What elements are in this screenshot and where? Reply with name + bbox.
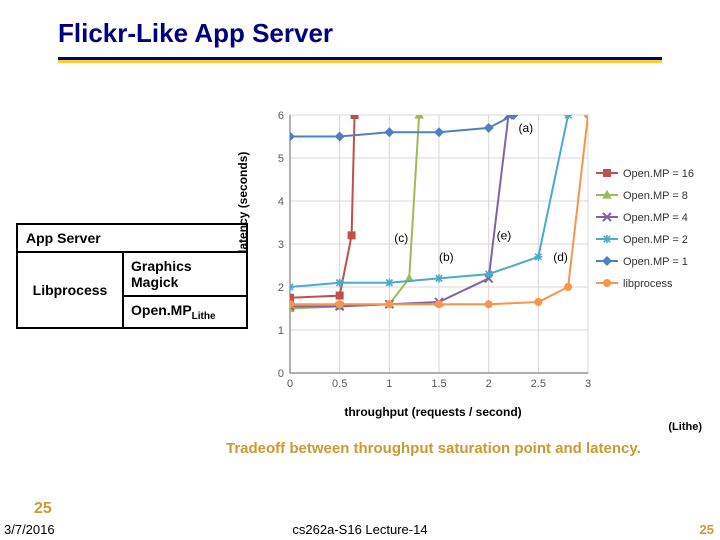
x-axis-label: throughput (requests / second) xyxy=(258,405,708,419)
svg-text:4: 4 xyxy=(278,196,284,208)
svg-text:libprocess: libprocess xyxy=(623,278,673,290)
page-number-large: 25 xyxy=(34,500,52,518)
slide-title: Flickr-Like App Server xyxy=(0,0,720,53)
table-header: App Server xyxy=(18,225,246,253)
svg-text:(a): (a) xyxy=(518,121,533,135)
svg-text:(d): (d) xyxy=(553,250,568,264)
svg-text:Open.MP = 4: Open.MP = 4 xyxy=(623,212,688,224)
svg-text:0: 0 xyxy=(278,368,284,380)
svg-text:1.5: 1.5 xyxy=(431,378,446,390)
svg-text:2: 2 xyxy=(486,378,492,390)
svg-text:3: 3 xyxy=(278,239,284,251)
svg-text:0.5: 0.5 xyxy=(332,378,347,390)
lithe-label: (Lithe) xyxy=(258,421,702,433)
svg-text:3: 3 xyxy=(585,378,591,390)
svg-text:Open.MP = 8: Open.MP = 8 xyxy=(623,190,688,202)
svg-text:(c): (c) xyxy=(394,231,408,245)
footer-lecture: cs262a-S16 Lecture-14 xyxy=(0,522,720,537)
footer-page-right: 25 xyxy=(700,522,714,537)
svg-text:1: 1 xyxy=(278,325,284,337)
svg-text:Open.MP = 1: Open.MP = 1 xyxy=(623,256,688,268)
svg-text:Open.MP = 2: Open.MP = 2 xyxy=(623,234,688,246)
svg-text:2.5: 2.5 xyxy=(531,378,546,390)
table-cell-openmp: Open.MPLithe xyxy=(124,297,246,327)
svg-text:2: 2 xyxy=(278,282,284,294)
chart-svg: 0 1 2 3 4 5 6 0 0.5 1 1.5 2 2.5 3 (a) (b) (c) (d) (e) Open.… xyxy=(258,103,708,403)
svg-text:1: 1 xyxy=(386,378,392,390)
svg-text:(e): (e) xyxy=(497,229,512,243)
svg-text:5: 5 xyxy=(278,153,284,165)
table-cell-graphicsmagick: Graphics Magick xyxy=(124,253,246,297)
svg-text:(b): (b) xyxy=(439,250,454,264)
stack-table: App Server Libprocess Graphics Magick Op… xyxy=(16,223,248,329)
svg-text:6: 6 xyxy=(278,110,284,122)
y-axis-label: latency (seconds) xyxy=(236,152,250,253)
tradeoff-caption: Tradeoff between throughput saturation p… xyxy=(226,440,641,457)
svg-text:Open.MP = 16: Open.MP = 16 xyxy=(623,168,694,180)
table-cell-libprocess: Libprocess xyxy=(18,253,124,327)
svg-text:0: 0 xyxy=(287,378,293,390)
chart: latency (seconds) 012345600.511.522.53(a… xyxy=(258,103,708,433)
